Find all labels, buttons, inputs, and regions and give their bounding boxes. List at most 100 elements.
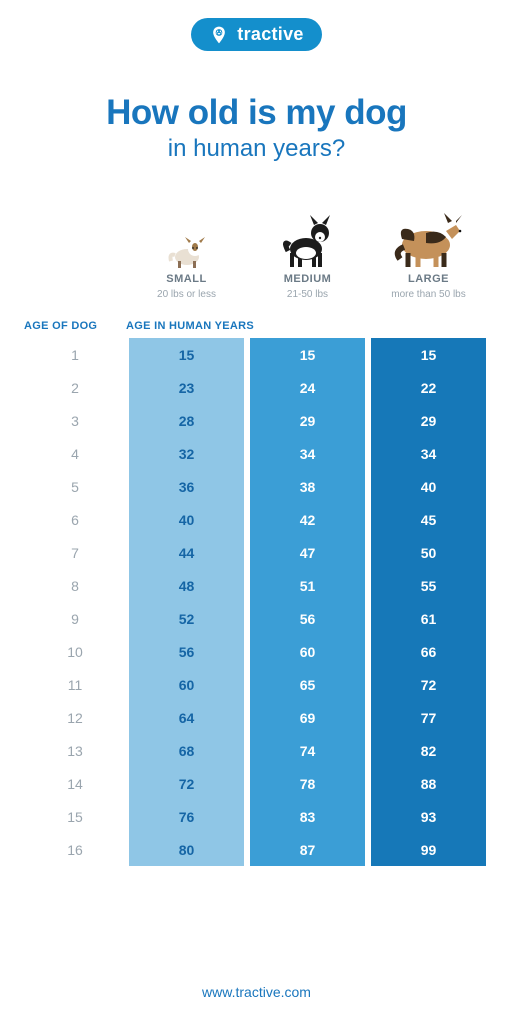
cell-human-age: 72 xyxy=(129,767,244,800)
cell-human-age: 82 xyxy=(371,734,486,767)
cell-human-age: 23 xyxy=(129,371,244,404)
size-label: SMALL xyxy=(166,273,206,285)
cell-dog-age: 5 xyxy=(24,470,126,503)
brand-name: tractive xyxy=(237,24,303,45)
cell-dog-age: 7 xyxy=(24,536,126,569)
cell-human-age: 40 xyxy=(129,503,244,536)
cell-human-age: 99 xyxy=(371,833,486,866)
cell-human-age: 42 xyxy=(250,503,365,536)
size-col-medium: MEDIUM 21-50 lbs xyxy=(247,203,368,300)
table-row: 10566066 xyxy=(24,635,489,668)
cell-human-age: 55 xyxy=(371,569,486,602)
size-col-small: SMALL 20 lbs or less xyxy=(126,203,247,300)
table-row: 6404245 xyxy=(24,503,489,536)
cell-dog-age: 9 xyxy=(24,602,126,635)
cell-human-age: 50 xyxy=(371,536,486,569)
cell-dog-age: 12 xyxy=(24,701,126,734)
cell-human-age: 87 xyxy=(250,833,365,866)
table-row: 1151515 xyxy=(24,338,489,371)
cell-human-age: 15 xyxy=(371,338,486,371)
table-row: 8485155 xyxy=(24,569,489,602)
cell-human-age: 48 xyxy=(129,569,244,602)
cell-human-age: 22 xyxy=(371,371,486,404)
size-label: MEDIUM xyxy=(284,273,332,285)
size-label: LARGE xyxy=(408,273,449,285)
cell-human-age: 93 xyxy=(371,800,486,833)
dog-small-icon xyxy=(165,203,209,269)
size-spacer xyxy=(24,203,126,300)
table-row: 5363840 xyxy=(24,470,489,503)
table-row: 12646977 xyxy=(24,701,489,734)
cell-human-age: 51 xyxy=(250,569,365,602)
cell-human-age: 64 xyxy=(129,701,244,734)
cell-dog-age: 14 xyxy=(24,767,126,800)
size-sub: more than 50 lbs xyxy=(391,289,466,300)
dog-large-icon xyxy=(390,203,468,269)
cell-human-age: 80 xyxy=(129,833,244,866)
footer-url: www.tractive.com xyxy=(202,962,311,1024)
cell-human-age: 40 xyxy=(371,470,486,503)
th-age-in-human-years: AGE IN HUMAN YEARS xyxy=(126,320,489,332)
cell-human-age: 56 xyxy=(250,602,365,635)
th-age-of-dog: AGE OF DOG xyxy=(24,320,126,332)
cell-human-age: 36 xyxy=(129,470,244,503)
cell-human-age: 34 xyxy=(371,437,486,470)
cell-human-age: 45 xyxy=(371,503,486,536)
cell-human-age: 77 xyxy=(371,701,486,734)
table-row: 9525661 xyxy=(24,602,489,635)
cell-human-age: 15 xyxy=(129,338,244,371)
cell-human-age: 65 xyxy=(250,668,365,701)
table-row: 4323434 xyxy=(24,437,489,470)
cell-human-age: 47 xyxy=(250,536,365,569)
table-row: 15768393 xyxy=(24,800,489,833)
table-row: 11606572 xyxy=(24,668,489,701)
cell-dog-age: 8 xyxy=(24,569,126,602)
cell-human-age: 44 xyxy=(129,536,244,569)
headline-line2: in human years? xyxy=(106,135,407,163)
cell-human-age: 56 xyxy=(129,635,244,668)
cell-dog-age: 16 xyxy=(24,833,126,866)
cell-human-age: 76 xyxy=(129,800,244,833)
table-row: 16808799 xyxy=(24,833,489,866)
table-row: 7444750 xyxy=(24,536,489,569)
cell-human-age: 66 xyxy=(371,635,486,668)
cell-human-age: 32 xyxy=(129,437,244,470)
cell-dog-age: 2 xyxy=(24,371,126,404)
cell-human-age: 83 xyxy=(250,800,365,833)
table-header: AGE OF DOG AGE IN HUMAN YEARS xyxy=(0,306,513,338)
table-body: 1151515223242232829294323434536384064042… xyxy=(0,338,513,866)
cell-human-age: 24 xyxy=(250,371,365,404)
cell-dog-age: 6 xyxy=(24,503,126,536)
cell-human-age: 74 xyxy=(250,734,365,767)
table-row: 2232422 xyxy=(24,371,489,404)
cell-human-age: 34 xyxy=(250,437,365,470)
cell-dog-age: 3 xyxy=(24,404,126,437)
logo-bar: tractive xyxy=(0,0,513,65)
size-header-row: SMALL 20 lbs or less xyxy=(0,171,513,306)
cell-human-age: 60 xyxy=(129,668,244,701)
size-col-large: LARGE more than 50 lbs xyxy=(368,203,489,300)
paw-pin-icon xyxy=(209,25,229,45)
cell-human-age: 61 xyxy=(371,602,486,635)
cell-human-age: 88 xyxy=(371,767,486,800)
cell-dog-age: 13 xyxy=(24,734,126,767)
cell-human-age: 38 xyxy=(250,470,365,503)
size-sub: 21-50 lbs xyxy=(287,289,328,300)
cell-dog-age: 1 xyxy=(24,338,126,371)
cell-human-age: 29 xyxy=(371,404,486,437)
size-sub: 20 lbs or less xyxy=(157,289,216,300)
headline-line1: How old is my dog xyxy=(106,93,407,133)
cell-human-age: 60 xyxy=(250,635,365,668)
dog-medium-icon xyxy=(280,203,336,269)
cell-human-age: 68 xyxy=(129,734,244,767)
brand-logo: tractive xyxy=(191,18,321,51)
headline: How old is my dog in human years? xyxy=(106,65,407,171)
cell-human-age: 52 xyxy=(129,602,244,635)
cell-dog-age: 11 xyxy=(24,668,126,701)
cell-human-age: 29 xyxy=(250,404,365,437)
table-row: 14727888 xyxy=(24,767,489,800)
cell-human-age: 28 xyxy=(129,404,244,437)
table-row: 13687482 xyxy=(24,734,489,767)
cell-dog-age: 10 xyxy=(24,635,126,668)
cell-dog-age: 15 xyxy=(24,800,126,833)
